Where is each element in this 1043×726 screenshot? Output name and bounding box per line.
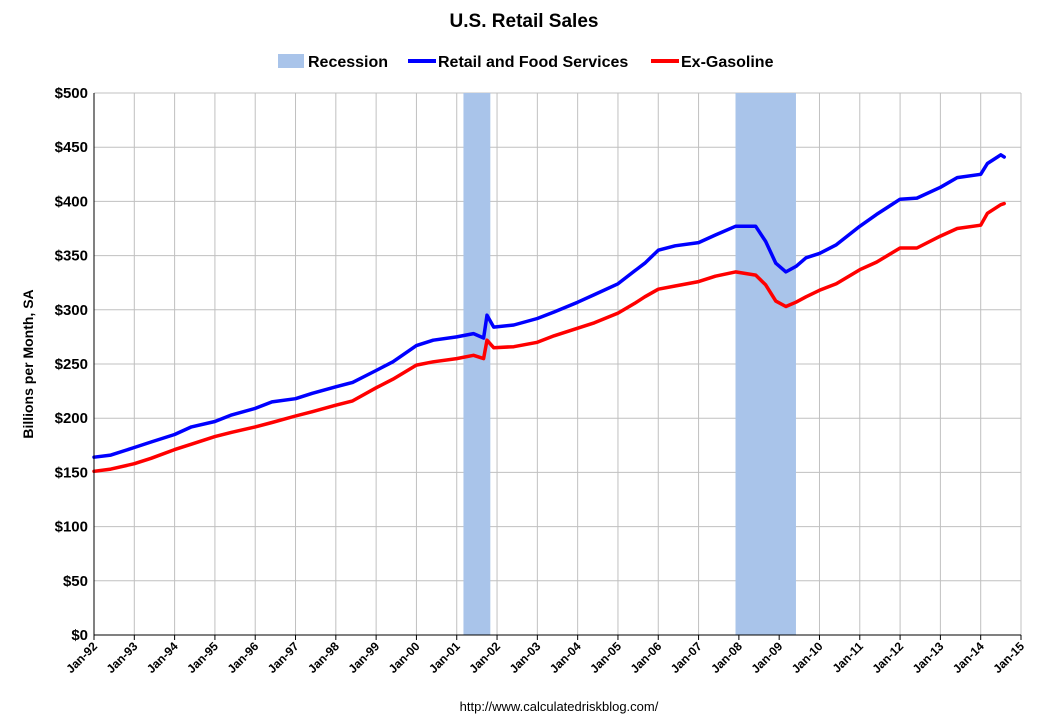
legend-recession-label: Recession — [308, 54, 388, 71]
x-tick-label: Jan-94 — [144, 639, 181, 676]
y-tick-label: $150 — [55, 464, 88, 481]
x-tick-label: Jan-12 — [869, 639, 906, 676]
x-tick-label: Jan-06 — [628, 639, 665, 676]
x-tick-label: Jan-95 — [184, 639, 221, 676]
y-tick-label: $250 — [55, 356, 88, 373]
y-tick-label: $300 — [55, 302, 88, 319]
chart-title: U.S. Retail Sales — [450, 11, 599, 32]
y-tick-label: $50 — [63, 573, 88, 590]
x-tick-label: Jan-15 — [990, 639, 1027, 676]
x-tick-label: Jan-04 — [547, 639, 584, 676]
y-tick-label: $200 — [55, 410, 88, 427]
x-tick-label: Jan-02 — [466, 639, 503, 676]
x-tick-label: Jan-07 — [668, 639, 705, 676]
x-tick-label: Jan-13 — [910, 639, 947, 676]
axis-layer: $0 $50 $100 $150 $200 $250 $300 $350 $400 $450 $50… — [55, 85, 1028, 676]
legend-exgas-label: Ex-Gasoline — [681, 54, 774, 71]
x-tick-label: Jan-92 — [63, 639, 100, 676]
x-tick-label: Jan-10 — [789, 639, 826, 676]
recession-bar — [735, 93, 796, 635]
x-tick-label: Jan-08 — [708, 639, 745, 676]
x-tick-label: Jan-98 — [305, 639, 342, 676]
recession-bar — [463, 93, 491, 635]
y-tick-label: $350 — [55, 248, 88, 265]
retail-food-services-line — [92, 153, 1006, 459]
y-tick-label: $400 — [55, 193, 88, 210]
x-tick-label: Jan-09 — [749, 639, 786, 676]
y-tick-label: $500 — [55, 85, 88, 102]
y-tick-label: $100 — [55, 519, 88, 536]
legend-recession-swatch — [278, 54, 304, 68]
legend-retail-label: Retail and Food Services — [438, 54, 628, 71]
y-tick-label: $0 — [71, 627, 88, 644]
ex-gasoline-line — [92, 201, 1006, 474]
x-tick-label: Jan-03 — [507, 639, 544, 676]
x-tick-label: Jan-05 — [587, 639, 624, 676]
x-tick-label: Jan-00 — [386, 639, 423, 676]
series-layer — [92, 153, 1006, 474]
x-tick-label: Jan-14 — [950, 639, 987, 676]
x-tick-label: Jan-96 — [225, 639, 262, 676]
recession-layer — [463, 93, 796, 635]
legend-layer: Recession Retail and Food Services Ex-Gaso… — [278, 54, 774, 71]
grid-layer — [94, 92, 1022, 635]
y-axis-label: Billions per Month, SA — [20, 289, 36, 438]
x-tick-label: Jan-93 — [104, 639, 141, 676]
y-tick-label: $450 — [55, 139, 88, 156]
x-tick-label: Jan-01 — [426, 639, 463, 676]
x-tick-label: Jan-97 — [265, 639, 302, 676]
source-url: http://www.calculatedriskblog.com/ — [460, 699, 659, 714]
x-tick-label: Jan-11 — [830, 639, 867, 676]
x-tick-label: Jan-99 — [345, 639, 382, 676]
